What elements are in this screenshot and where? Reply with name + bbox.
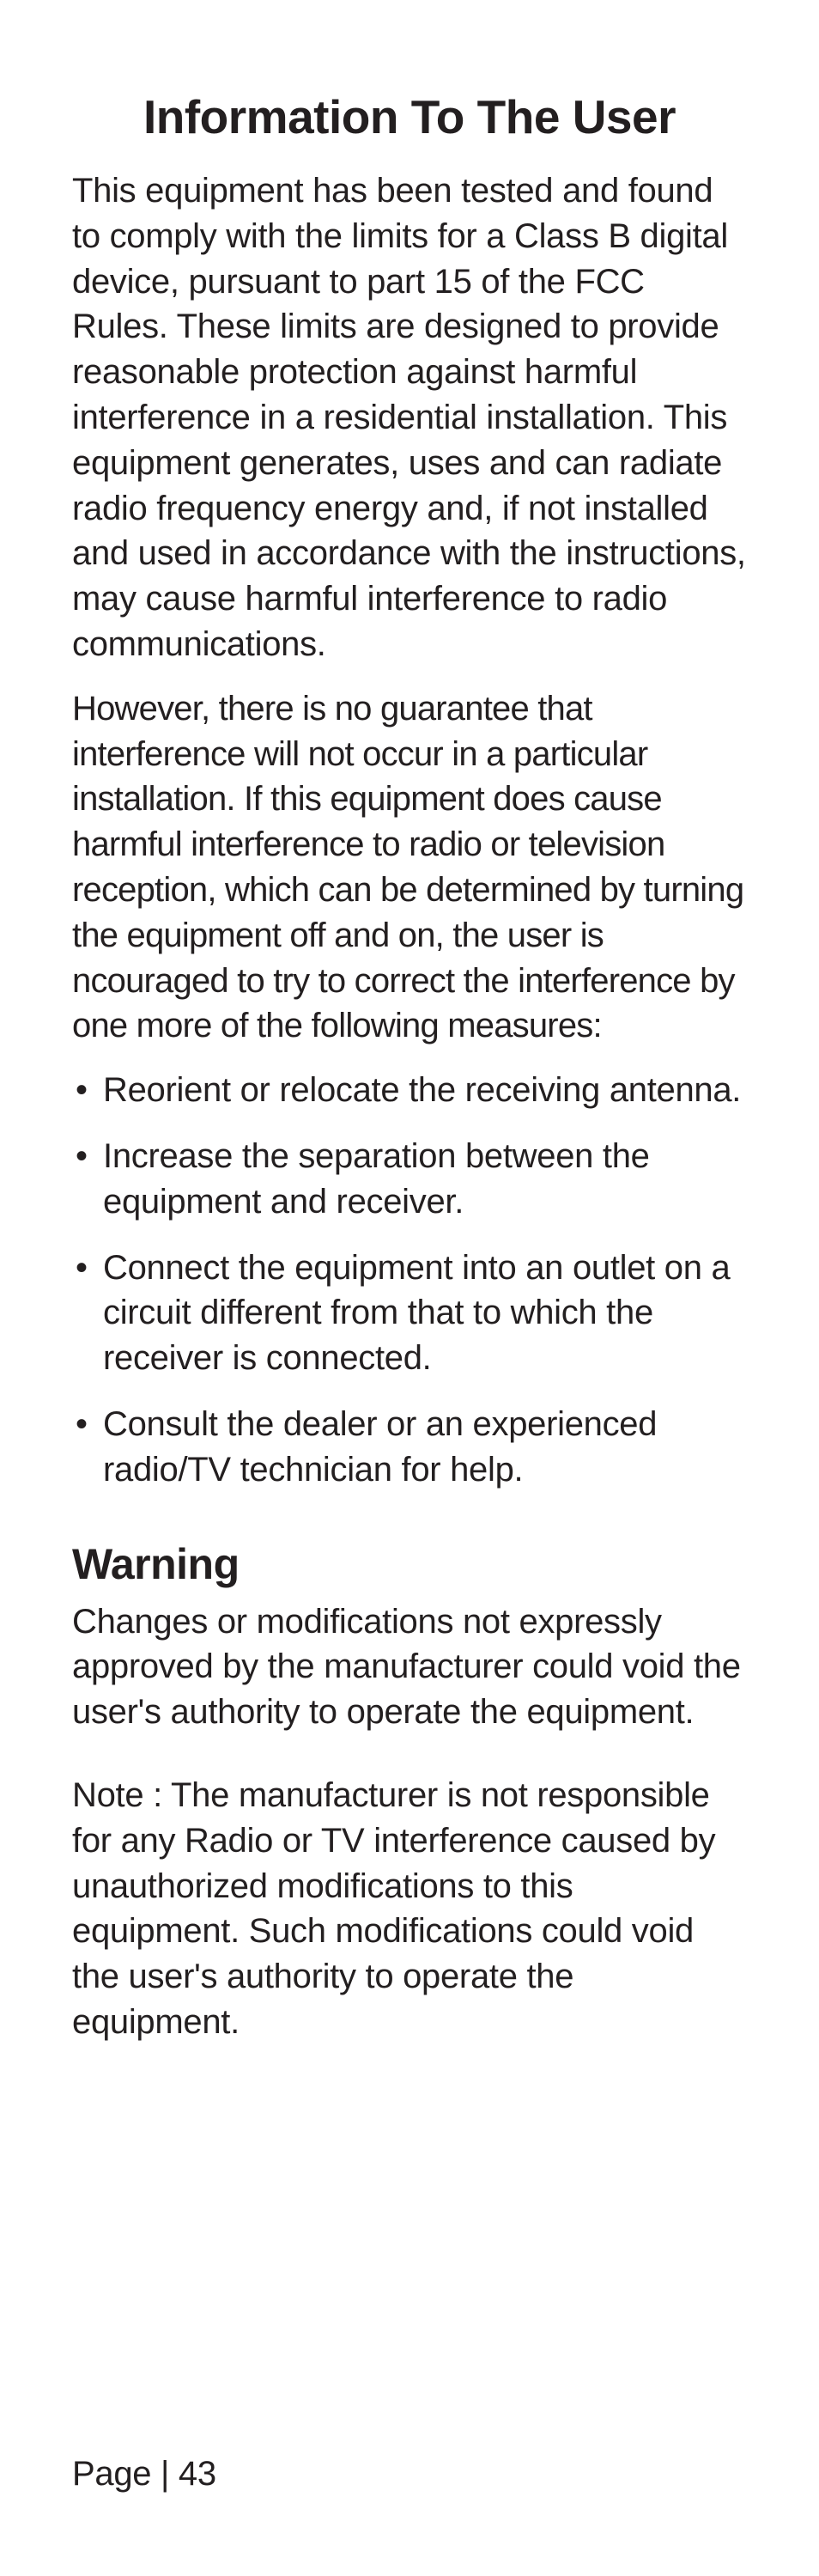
- list-item: Reorient or relocate the receiving anten…: [72, 1068, 747, 1113]
- paragraph-interference: However, there is no guarantee that inte…: [72, 686, 747, 1049]
- paragraph-intro: This equipment has been tested and found…: [72, 168, 747, 667]
- page-title: Information To The User: [72, 89, 747, 144]
- page-number: Page | 43: [72, 2455, 216, 2494]
- bullet-list: Reorient or relocate the receiving anten…: [72, 1068, 747, 1492]
- warning-body: Changes or modifications not expressly a…: [72, 1599, 747, 1735]
- list-item: Consult the dealer or an experienced rad…: [72, 1402, 747, 1493]
- list-item: Increase the separation between the equi…: [72, 1134, 747, 1225]
- note-paragraph: Note : The manufacturer is not responsib…: [72, 1773, 747, 2045]
- document-page: Information To The User This equipment h…: [0, 0, 819, 2576]
- warning-heading: Warning: [72, 1539, 747, 1589]
- list-item: Connect the equipment into an outlet on …: [72, 1245, 747, 1381]
